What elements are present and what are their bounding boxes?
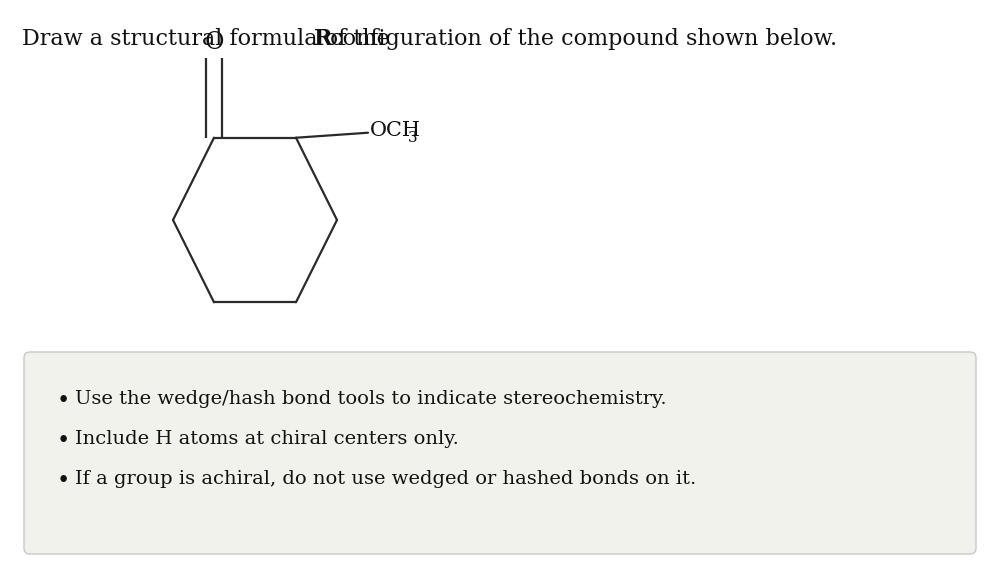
Text: •: • [57,390,70,412]
Text: 3: 3 [407,131,417,145]
Text: •: • [57,470,70,492]
Text: Draw a structural formula of the: Draw a structural formula of the [22,28,396,50]
Text: Use the wedge/hash bond tools to indicate stereochemistry.: Use the wedge/hash bond tools to indicat… [75,390,666,408]
Text: If a group is achiral, do not use wedged or hashed bonds on it.: If a group is achiral, do not use wedged… [75,470,695,488]
FancyBboxPatch shape [24,352,975,554]
Text: configuration of the compound shown below.: configuration of the compound shown belo… [323,28,837,50]
Text: O: O [204,31,224,54]
Text: OCH: OCH [370,121,420,140]
Text: R: R [314,28,332,50]
Text: •: • [57,430,70,452]
Text: Include H atoms at chiral centers only.: Include H atoms at chiral centers only. [75,430,458,448]
